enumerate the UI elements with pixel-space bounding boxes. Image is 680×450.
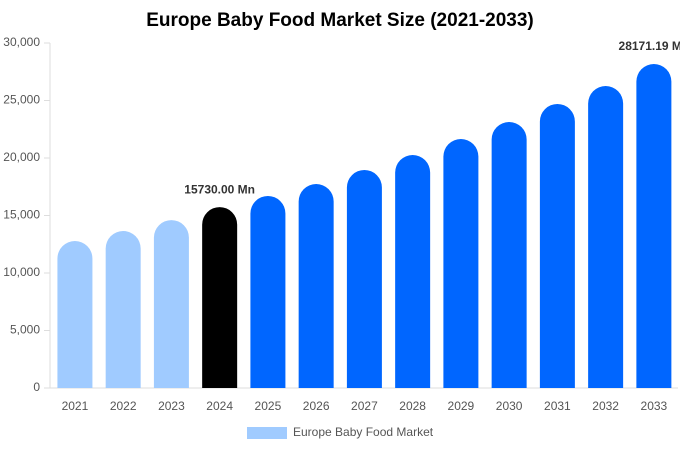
x-tick-label: 2031 [544, 399, 571, 413]
x-tick-label: 2024 [206, 399, 233, 413]
y-tick-label: 15,000 [3, 208, 40, 222]
bar [346, 169, 382, 388]
y-tick-label: 20,000 [3, 150, 40, 164]
data-label: 15730.00 Mn [184, 182, 255, 196]
x-tick-label: 2023 [158, 399, 185, 413]
x-tick-label: 2033 [641, 399, 668, 413]
bar [588, 86, 624, 388]
bar [153, 220, 189, 388]
x-tick-label: 2025 [255, 399, 282, 413]
bar [250, 195, 286, 388]
y-tick-label: 25,000 [3, 93, 40, 107]
x-tick-label: 2021 [62, 399, 89, 413]
data-label: 28171.19 Mn [619, 39, 680, 53]
y-tick-label: 30,000 [3, 35, 40, 49]
bar [57, 241, 93, 388]
x-tick-label: 2030 [496, 399, 523, 413]
chart-title: Europe Baby Food Market Size (2021-2033) [146, 10, 534, 31]
bar [105, 231, 141, 388]
y-tick-label: 5,000 [10, 323, 40, 337]
y-tick-label: 0 [33, 380, 40, 394]
bar [395, 155, 431, 388]
legend-swatch [247, 427, 287, 439]
bar [298, 183, 334, 388]
x-tick-label: 2028 [399, 399, 426, 413]
bar [491, 122, 527, 388]
x-tick-label: 2022 [110, 399, 137, 413]
x-tick-label: 2029 [448, 399, 475, 413]
y-tick-label: 10,000 [3, 265, 40, 279]
bar [202, 207, 238, 388]
x-tick-label: 2027 [351, 399, 378, 413]
x-tick-label: 2026 [303, 399, 330, 413]
x-tick-label: 2032 [592, 399, 619, 413]
bar [636, 64, 672, 389]
legend-label: Europe Baby Food Market [293, 425, 434, 439]
bar [539, 103, 575, 388]
bar [443, 139, 479, 388]
